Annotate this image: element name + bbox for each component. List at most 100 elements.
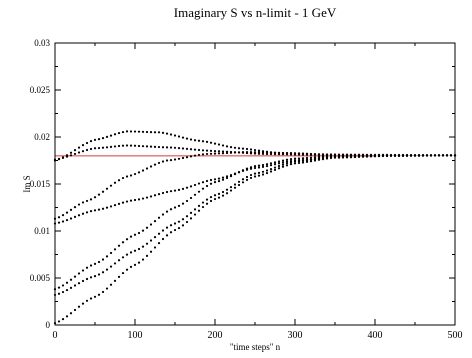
data-point bbox=[225, 192, 229, 195]
data-point bbox=[121, 144, 125, 147]
data-point bbox=[77, 146, 81, 149]
data-point bbox=[145, 130, 149, 134]
data-point bbox=[89, 297, 93, 300]
data-point bbox=[129, 130, 133, 133]
data-point bbox=[393, 154, 397, 157]
data-point bbox=[201, 181, 205, 184]
data-point bbox=[145, 242, 149, 245]
data-point bbox=[121, 241, 125, 244]
data-point bbox=[205, 179, 209, 183]
data-point bbox=[57, 286, 61, 289]
data-point bbox=[253, 172, 257, 175]
data-point bbox=[257, 174, 261, 177]
data-point bbox=[361, 155, 365, 158]
data-point bbox=[177, 188, 181, 191]
data-point bbox=[153, 246, 157, 249]
data-point bbox=[225, 188, 229, 191]
data-point bbox=[181, 202, 185, 205]
data-point bbox=[261, 151, 265, 154]
data-point bbox=[245, 178, 249, 182]
data-point bbox=[209, 182, 213, 185]
data-point bbox=[121, 271, 125, 275]
data-point bbox=[189, 138, 193, 141]
data-point bbox=[197, 190, 201, 193]
data-point bbox=[89, 264, 93, 267]
data-point bbox=[249, 151, 253, 154]
data-point bbox=[309, 156, 313, 159]
data-point bbox=[249, 176, 253, 180]
data-point bbox=[241, 147, 245, 150]
data-point bbox=[189, 217, 193, 220]
data-point bbox=[57, 157, 61, 160]
data-point bbox=[65, 288, 69, 292]
data-point bbox=[141, 197, 145, 200]
data-point bbox=[217, 179, 221, 183]
data-point bbox=[93, 262, 97, 265]
data-point bbox=[85, 141, 89, 145]
data-point bbox=[345, 156, 349, 159]
data-point bbox=[257, 171, 261, 174]
data-point bbox=[153, 163, 157, 166]
data-point bbox=[69, 151, 73, 154]
data-point bbox=[253, 148, 257, 152]
data-point bbox=[181, 224, 185, 227]
data-point bbox=[305, 152, 309, 155]
y-tick-label: 0.02 bbox=[34, 132, 50, 142]
data-point bbox=[277, 167, 281, 170]
data-point bbox=[117, 259, 121, 262]
data-point bbox=[293, 152, 297, 155]
data-point bbox=[109, 251, 113, 255]
data-point bbox=[197, 182, 201, 185]
data-point bbox=[77, 272, 81, 275]
data-point bbox=[61, 318, 65, 321]
data-point bbox=[193, 208, 197, 211]
data-point bbox=[297, 160, 301, 163]
data-point bbox=[57, 216, 61, 219]
data-point bbox=[81, 144, 85, 147]
data-point bbox=[209, 152, 213, 155]
data-point bbox=[97, 273, 101, 276]
data-point bbox=[173, 158, 177, 161]
series-6 bbox=[53, 154, 457, 325]
data-point bbox=[65, 281, 69, 284]
data-point bbox=[269, 167, 273, 171]
data-point bbox=[105, 187, 109, 190]
data-point bbox=[105, 146, 109, 149]
x-axis-label: "time steps" n bbox=[230, 342, 281, 352]
data-point bbox=[221, 190, 225, 194]
data-point bbox=[69, 217, 73, 220]
data-point bbox=[177, 226, 181, 230]
data-point bbox=[297, 152, 301, 155]
data-point bbox=[441, 154, 445, 157]
data-point bbox=[165, 159, 169, 162]
y-tick-label: 0.03 bbox=[34, 38, 50, 48]
data-point bbox=[133, 198, 137, 202]
data-point bbox=[201, 205, 205, 209]
data-point bbox=[225, 151, 229, 155]
data-point bbox=[253, 166, 257, 170]
data-point bbox=[177, 135, 181, 138]
data-point bbox=[285, 151, 289, 155]
data-point bbox=[113, 204, 117, 207]
data-point bbox=[165, 210, 169, 213]
data-point bbox=[249, 167, 253, 170]
data-point bbox=[85, 266, 89, 269]
data-point bbox=[117, 179, 121, 182]
data-point bbox=[69, 286, 73, 289]
data-point bbox=[145, 254, 149, 257]
data-point bbox=[229, 146, 233, 149]
data-point bbox=[217, 177, 221, 180]
data-point bbox=[69, 312, 73, 315]
data-point bbox=[313, 153, 317, 156]
data-point bbox=[241, 169, 245, 172]
data-point bbox=[177, 147, 181, 150]
data-point bbox=[165, 190, 169, 194]
data-point bbox=[185, 215, 189, 218]
plot-area bbox=[53, 130, 457, 325]
data-point bbox=[273, 161, 277, 164]
data-point bbox=[101, 207, 105, 210]
data-point bbox=[97, 208, 101, 211]
data-point bbox=[81, 212, 85, 215]
data-point bbox=[385, 154, 389, 157]
